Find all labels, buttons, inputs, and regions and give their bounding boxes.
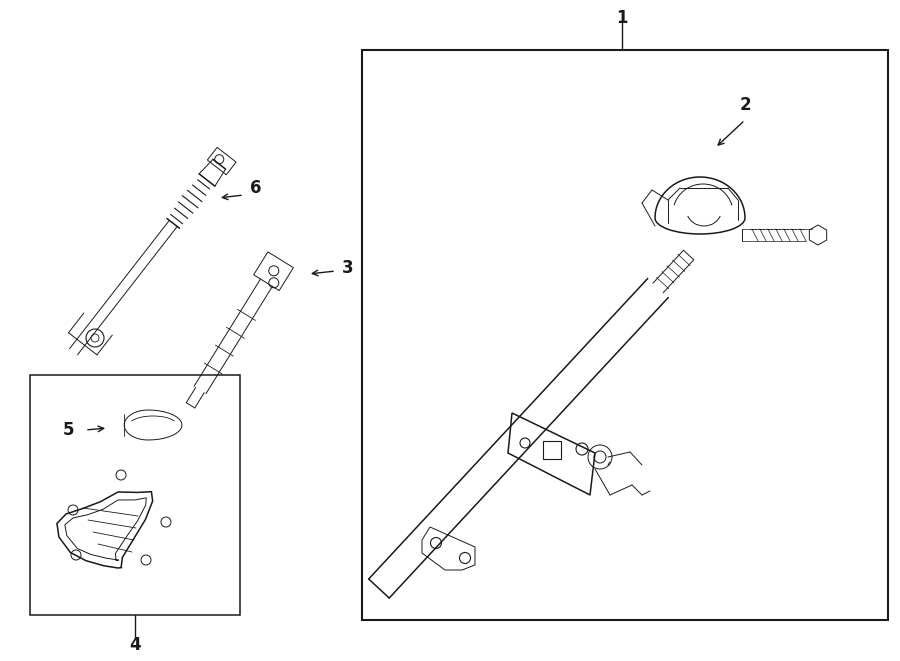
Polygon shape bbox=[809, 225, 827, 245]
Text: 6: 6 bbox=[250, 179, 262, 197]
Bar bbox=[362, 50, 888, 620]
Text: 5: 5 bbox=[62, 421, 74, 439]
Text: 2: 2 bbox=[739, 96, 751, 114]
Text: 4: 4 bbox=[130, 636, 140, 654]
Text: 1: 1 bbox=[616, 9, 628, 27]
Polygon shape bbox=[124, 410, 182, 440]
Polygon shape bbox=[65, 498, 147, 561]
Bar bbox=[30, 375, 240, 615]
Text: 3: 3 bbox=[342, 259, 354, 277]
Polygon shape bbox=[57, 492, 153, 568]
